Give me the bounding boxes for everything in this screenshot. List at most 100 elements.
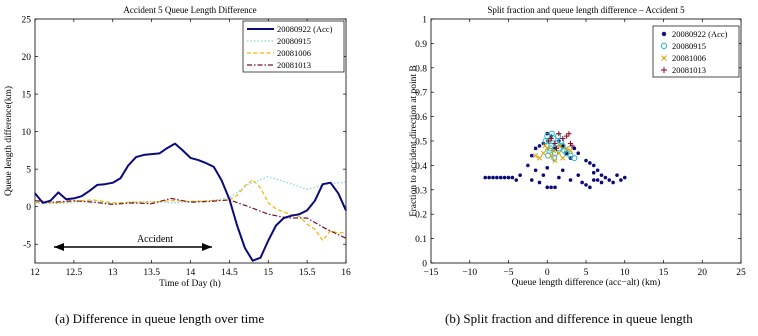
chart-b-point-s3 [569,143,575,149]
chart-b-xtick-label: 0 [545,268,550,278]
chart-b-point-s0 [549,185,553,190]
chart-b-point-s2 [533,153,539,159]
chart-b-ytick-label: 1 [422,16,427,26]
legend-a-label-1013: 20081013 [277,60,311,70]
legend-b-marker-0915 [660,42,668,50]
chart-b-point-s0 [491,175,495,180]
chart-b-point-s2 [540,150,546,156]
chart-b-point-s1 [561,147,568,154]
chart-b-point-s0 [580,180,584,185]
chart-b-xtick-label: 10 [620,268,630,278]
chart-a-xtick-label: 13.5 [143,268,160,278]
legend-b-marker-1013 [661,67,667,73]
chart-b-point-s0 [603,175,608,180]
chart-b-point-s2 [556,150,562,156]
chart-b-ytick-label: 0.4 [415,162,427,172]
accident-label: Accident [137,234,173,245]
chart-b-point-s1 [555,133,562,140]
chart-b-point-s3 [553,145,560,151]
chart-b-point-s1 [571,155,578,162]
chart-b-point-s3 [566,131,572,137]
legend-a-label-0915: 20080915 [277,36,311,46]
chart-b-ytick-label: 0.9 [415,40,427,50]
chart-b-point-s0 [615,173,619,177]
chart-b-point-s2 [548,153,554,159]
chart-a-xtick-label: 15.5 [299,268,316,278]
chart-b-point-s0 [591,178,596,182]
chart-b-point-s0 [595,168,600,173]
chart-b-point-s0 [619,178,623,182]
chart-b-xtick-label: −10 [462,268,477,278]
chart-a-ytick-label: 0 [26,203,31,213]
chart-b-point-s3 [546,138,552,144]
legend-b-label-1013: 20081013 [672,65,706,75]
chart-b-point-s0 [588,185,592,190]
chart-a-xtick-label: 12.5 [66,268,83,278]
chart-b: Split fraction and queue length differen… [409,5,746,288]
chart-a-series-3 [34,197,347,239]
chart-a-xtick-label: 14 [186,268,196,278]
chart-b-point-s0 [502,175,507,180]
chart-b-legend-box [652,25,740,78]
chart-b-point-s2 [552,157,558,164]
chart-a-series-1 [34,176,347,205]
chart-b-xtick-label: −5 [503,268,513,278]
chart-b-point-s0 [487,175,491,180]
chart-b-point-s3 [560,135,566,142]
chart-b-point-s2 [560,155,566,161]
chart-b-xtick-label: 5 [584,268,589,278]
legend-b-label-1006: 20081006 [672,53,706,63]
chart-b-xtick-label: 25 [736,268,746,278]
chart-b-point-s0 [576,151,581,155]
chart-b-legend: 20080922 (Acc) 20080915 20081006 2008101… [652,25,740,78]
chart-b-point-s1 [548,130,555,137]
chart-b-point-s0 [607,178,612,182]
accident-annotation: Accident [54,234,212,251]
chart-b-ytick-label: 0.7 [415,89,427,99]
chart-a-ytick-label: 10 [22,128,32,138]
chart-a-ytick-label: 20 [22,53,32,63]
chart-b-point-s3 [552,140,558,147]
chart-b-xlabel: Queue length difference (acc−alt) (km) [512,277,661,288]
chart-a-ytick-label: 25 [22,16,32,26]
legend-a-label-acc: 20080922 (Acc) [277,24,333,34]
chart-a-xtick-label: 15 [264,268,274,278]
chart-b-point-s2 [536,155,543,161]
chart-a-xtick-label: 16 [341,268,351,278]
chart-b-point-s2 [564,145,570,151]
chart-b-point-s0 [599,180,604,185]
chart-a-xtick-label: 13 [108,268,118,278]
chart-b-point-s0 [584,183,588,187]
chart-b-point-s0 [576,173,581,177]
chart-a-xtick-label: 14.5 [221,268,238,278]
legend-b-marker-1006 [661,55,667,61]
chart-b-point-s0 [506,175,511,180]
chart-b-point-s0 [526,163,530,168]
chart-a-xlabel: Time of Day (h) [159,278,221,289]
chart-b-point-s0 [498,175,503,180]
chart-b-point-s0 [591,170,596,175]
chart-a-ytick-label: -5 [23,241,31,251]
chart-b-point-s3 [548,135,554,142]
chart-b-ytick-label: 0.8 [415,64,427,74]
chart-b-ylabel: Fraction to accident direction at point … [409,65,419,216]
chart-b-point-s0 [541,141,546,146]
chart-b-title: Split fraction and queue length differen… [487,5,685,15]
chart-b-point-s0 [611,180,615,185]
chart-b-point-s0 [588,161,592,165]
chart-a-ylabel: Queue length difference(km) [3,86,14,196]
chart-a-legend: 20080922 (Acc) 20080915 20081006 2008101… [242,20,345,73]
chart-b-point-s0 [514,178,519,182]
chart-b-ytick-label: 0.2 [415,211,427,221]
chart-b-ytick-label: 0.3 [415,186,427,196]
chart-b-point-s0 [553,185,557,190]
chart-b-point-s0 [557,175,561,180]
chart-a-series-2 [34,179,347,242]
chart-b-point-s0 [510,175,515,180]
accident-arrowhead-right [202,243,212,251]
chart-b-point-s2 [542,143,548,149]
chart-b-point-s0 [595,178,600,182]
chart-b-point-s0 [537,180,542,185]
chart-b-xtick-label: 15 [659,268,669,278]
